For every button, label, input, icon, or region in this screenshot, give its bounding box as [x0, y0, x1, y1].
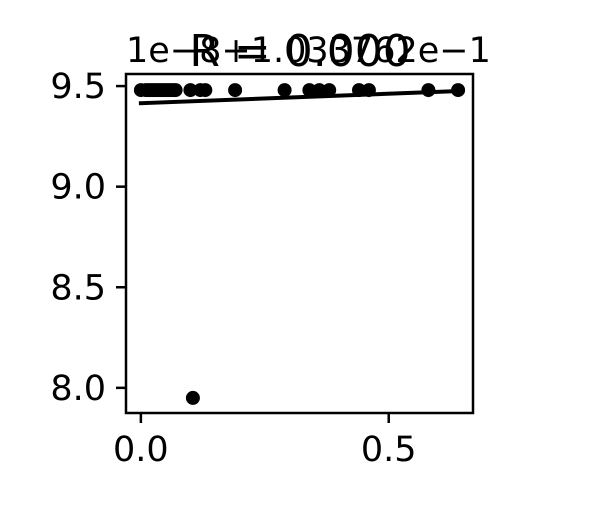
- fit-line: [138, 89, 461, 106]
- scatter-point-20: [312, 83, 327, 98]
- x-tick-label-1: 0.5: [361, 430, 417, 470]
- y-tick-label-1: 8.5: [50, 268, 106, 308]
- y-tick-label-0: 8.0: [50, 369, 106, 409]
- plot-frame: [124, 72, 475, 415]
- scatter-point-18: [277, 83, 292, 98]
- plot-marks: [133, 83, 466, 405]
- scatter-point-13: [168, 83, 183, 98]
- scatter-point-26: [185, 390, 200, 405]
- scatter-point-16: [198, 83, 213, 98]
- scatter-point-14: [183, 83, 198, 98]
- x-tick-label-0: 0.0: [113, 430, 169, 470]
- y-offset-label: 1e−8+1.033762e−1: [126, 31, 491, 71]
- scatter-point-19: [302, 83, 317, 98]
- chart-title: R = 0.000: [189, 26, 410, 77]
- y-tick-label-2: 9.0: [50, 168, 106, 208]
- axis-ticks: 0.0 0.5 8.0 8.5 9.0 9.5: [50, 67, 416, 470]
- y-tick-label-3: 9.5: [50, 67, 106, 107]
- scatter-point-21: [322, 83, 337, 98]
- scatter-point-17: [228, 83, 243, 98]
